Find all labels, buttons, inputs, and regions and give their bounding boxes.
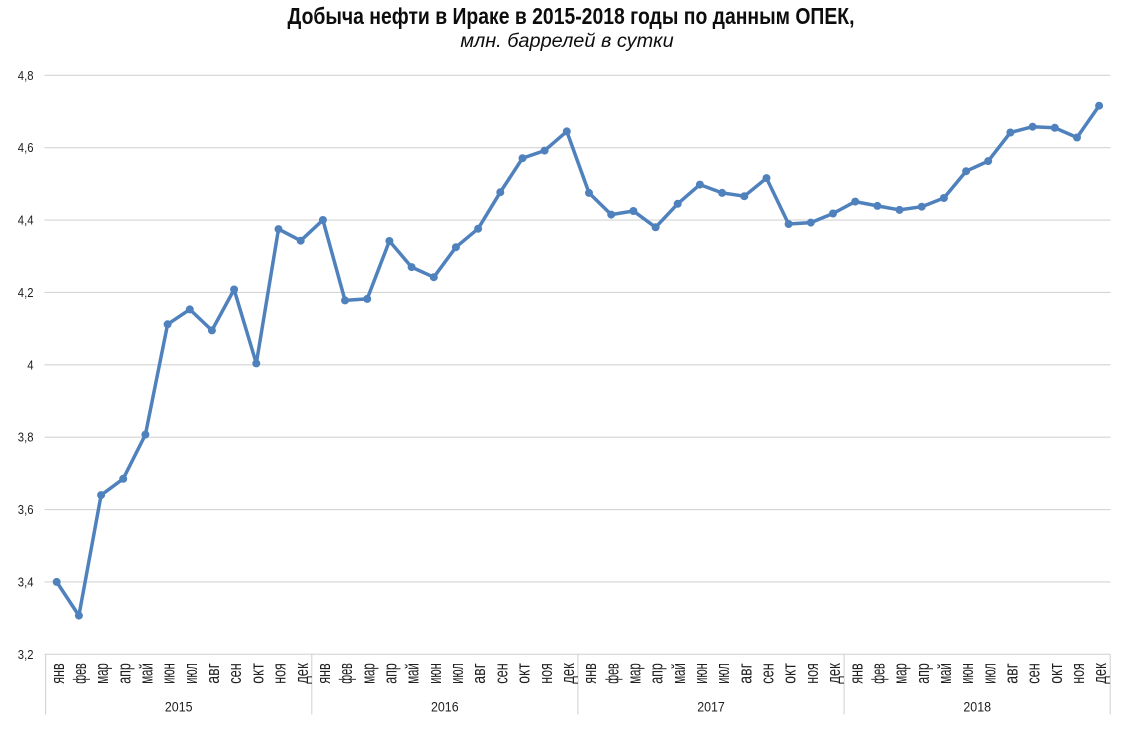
svg-text:авг: авг [469, 663, 489, 684]
svg-text:мар: мар [891, 663, 911, 684]
svg-text:окт: окт [514, 663, 534, 684]
svg-text:апр: апр [114, 663, 134, 684]
svg-text:ноя: ноя [536, 663, 556, 684]
svg-text:фев: фев [70, 663, 90, 684]
svg-text:4,6: 4,6 [18, 140, 34, 155]
svg-text:авг: авг [1002, 663, 1022, 684]
svg-text:фев: фев [602, 663, 622, 684]
svg-text:ноя: ноя [270, 663, 290, 684]
svg-text:май: май [935, 663, 955, 684]
svg-text:ноя: ноя [1068, 663, 1088, 684]
svg-text:апр: апр [381, 663, 401, 684]
svg-text:апр: апр [913, 663, 933, 684]
svg-text:3,4: 3,4 [18, 575, 34, 590]
svg-text:май: май [403, 663, 423, 684]
svg-text:дек: дек [558, 663, 578, 684]
svg-text:2018: 2018 [963, 699, 991, 715]
svg-text:3,2: 3,2 [18, 647, 34, 662]
svg-text:янв: янв [314, 663, 334, 684]
svg-text:дек: дек [824, 663, 844, 684]
svg-text:3,8: 3,8 [18, 430, 34, 445]
svg-text:июн: июн [691, 663, 711, 684]
svg-text:фев: фев [869, 663, 889, 684]
svg-text:сен: сен [758, 663, 778, 684]
svg-text:мар: мар [92, 663, 112, 684]
svg-text:сен: сен [491, 663, 511, 684]
svg-text:4: 4 [27, 358, 33, 373]
svg-text:янв: янв [48, 663, 68, 684]
svg-text:дек: дек [292, 663, 312, 684]
svg-text:ноя: ноя [802, 663, 822, 684]
svg-text:янв: янв [580, 663, 600, 684]
svg-text:июл: июл [713, 663, 733, 684]
svg-text:сен: сен [225, 663, 245, 684]
svg-text:3,6: 3,6 [18, 502, 34, 517]
svg-text:авг: авг [203, 663, 223, 684]
svg-text:2016: 2016 [431, 699, 459, 715]
svg-text:окт: окт [780, 663, 800, 684]
svg-text:июн: июн [159, 663, 179, 684]
svg-text:май: май [137, 663, 157, 684]
svg-text:июл: июл [181, 663, 201, 684]
svg-text:май: май [669, 663, 689, 684]
svg-text:4,2: 4,2 [18, 285, 34, 300]
svg-text:июн: июн [425, 663, 445, 684]
svg-text:2015: 2015 [165, 699, 193, 715]
svg-text:июл: июл [979, 663, 999, 684]
svg-text:окт: окт [247, 663, 267, 684]
svg-text:июл: июл [447, 663, 467, 684]
svg-text:апр: апр [647, 663, 667, 684]
svg-text:дек: дек [1090, 663, 1110, 684]
svg-text:4,4: 4,4 [18, 213, 34, 228]
svg-text:2017: 2017 [697, 699, 725, 715]
svg-text:4,8: 4,8 [18, 68, 34, 83]
svg-text:мар: мар [625, 663, 645, 684]
svg-text:окт: окт [1046, 663, 1066, 684]
svg-text:янв: янв [846, 663, 866, 684]
svg-text:сен: сен [1024, 663, 1044, 684]
svg-text:фев: фев [336, 663, 356, 684]
svg-text:июн: июн [957, 663, 977, 684]
svg-text:мар: мар [358, 663, 378, 684]
svg-text:авг: авг [735, 663, 755, 684]
